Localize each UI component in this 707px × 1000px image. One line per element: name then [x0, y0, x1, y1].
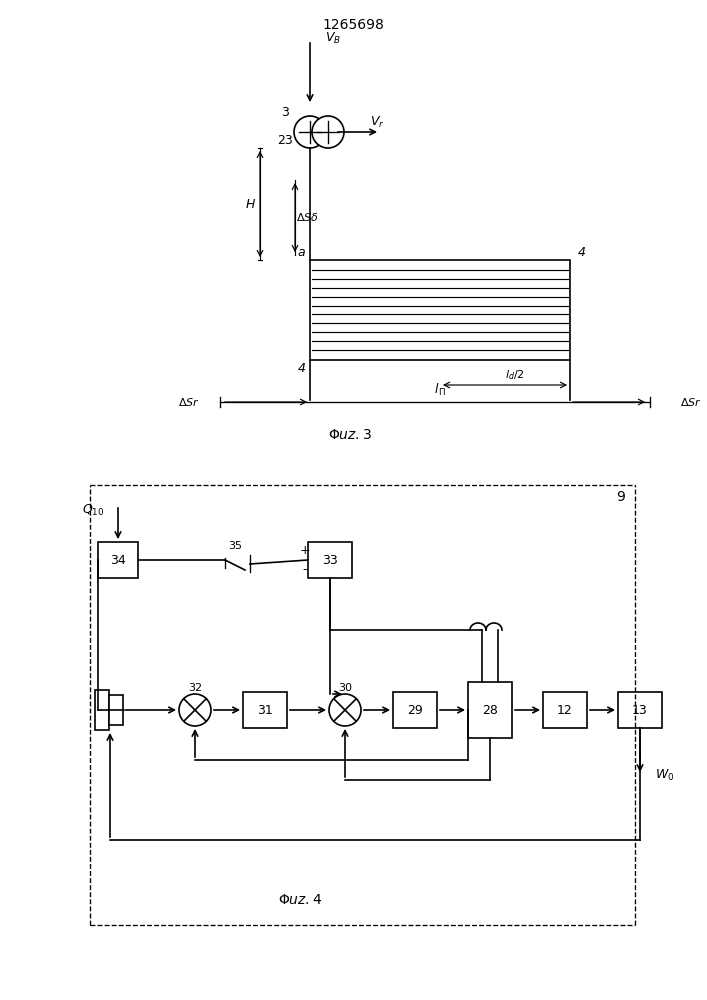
Text: $\Delta Sr$: $\Delta Sr$: [680, 396, 702, 408]
Text: 3: 3: [281, 105, 289, 118]
Text: 4: 4: [578, 245, 586, 258]
Text: $V_B$: $V_B$: [325, 30, 341, 46]
Text: 32: 32: [188, 683, 202, 693]
Bar: [308, 542, 352, 578]
Text: 23: 23: [277, 133, 293, 146]
Circle shape: [312, 116, 344, 148]
Text: H: H: [245, 198, 255, 211]
Circle shape: [179, 694, 211, 726]
Text: $Q_{10}$: $Q_{10}$: [81, 502, 104, 518]
Text: $\Phi u z. 4$: $\Phi u z. 4$: [278, 893, 322, 907]
Text: $\Delta S\delta$: $\Delta S\delta$: [296, 211, 318, 223]
Bar: [243, 692, 287, 728]
Bar: [109, 695, 123, 725]
Text: $\Phi u z. 3$: $\Phi u z. 3$: [328, 428, 372, 442]
Text: 33: 33: [322, 554, 338, 566]
Bar: [95, 690, 109, 730]
Text: $\Delta Sr$: $\Delta Sr$: [178, 396, 200, 408]
Text: 30: 30: [338, 683, 352, 693]
Text: $l_d/2$: $l_d/2$: [506, 368, 525, 382]
Text: 35: 35: [228, 541, 242, 551]
Text: 31: 31: [257, 704, 273, 716]
Bar: [618, 692, 662, 728]
Text: 34: 34: [110, 554, 126, 566]
Text: a: a: [298, 245, 305, 258]
Text: $V_r$: $V_r$: [370, 114, 385, 130]
Bar: [393, 692, 437, 728]
Text: 29: 29: [407, 704, 423, 716]
Bar: [310, 260, 570, 360]
Text: +: +: [300, 544, 310, 556]
Text: 1265698: 1265698: [322, 18, 384, 32]
Text: 13: 13: [632, 704, 648, 716]
Text: $l_{\,\Pi}$: $l_{\,\Pi}$: [433, 382, 446, 398]
Text: 28: 28: [482, 704, 498, 716]
Circle shape: [294, 116, 326, 148]
Text: 12: 12: [557, 704, 573, 716]
Circle shape: [329, 694, 361, 726]
Bar: [98, 542, 138, 578]
Text: 9: 9: [616, 490, 625, 504]
Text: $W_0$: $W_0$: [655, 767, 674, 783]
Bar: [468, 682, 512, 738]
Text: 4: 4: [298, 361, 306, 374]
Text: -: -: [303, 564, 308, 576]
Bar: [543, 692, 587, 728]
